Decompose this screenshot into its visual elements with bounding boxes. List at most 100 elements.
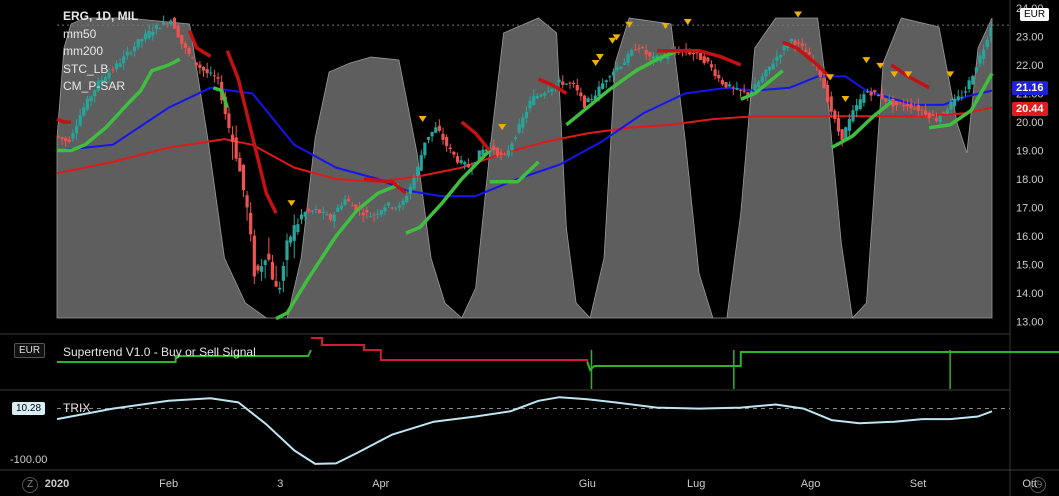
psar-up-line (405, 149, 491, 235)
candle-body (731, 87, 735, 89)
candle-body (397, 205, 402, 208)
supertrend-currency-badge[interactable]: EUR (14, 343, 46, 358)
candle-body (463, 162, 467, 165)
candle-body (949, 102, 953, 110)
candle-body (136, 39, 140, 48)
candle-body (503, 153, 507, 155)
candle-body (71, 133, 75, 139)
psar-down-line (657, 48, 742, 67)
candle-body (241, 164, 246, 191)
candle-body (448, 147, 452, 150)
candle-body (535, 95, 539, 99)
candle-body (575, 84, 579, 91)
clock-icon[interactable]: ◷ (1030, 477, 1046, 493)
candle-body (107, 72, 111, 79)
candle-body (365, 210, 369, 213)
candle-body (169, 20, 173, 25)
candle-body (140, 39, 144, 42)
trix-value-tag: 10.28 (12, 402, 46, 415)
candle-body (408, 186, 412, 194)
candle-body (85, 98, 90, 110)
candle-body (125, 51, 129, 56)
indicator-mm200[interactable]: mm200 (63, 44, 104, 58)
psar-up-line (928, 72, 994, 130)
x-tick-label: Set (910, 478, 927, 490)
trix-bottom-label: -100.00 (10, 454, 48, 466)
candle-body (379, 210, 383, 215)
stc-area (56, 17, 993, 319)
candle-body (884, 98, 888, 102)
currency-badge[interactable]: EUR (1020, 8, 1050, 21)
signal-marker-icon (418, 116, 427, 123)
candle-body (114, 63, 119, 70)
candle-body (818, 70, 822, 77)
candle-body (162, 21, 166, 26)
psar-down-line (782, 40, 833, 81)
candle-body (419, 155, 423, 171)
candle-body (590, 98, 594, 100)
candle-body (717, 74, 721, 79)
psar-up-line (830, 100, 893, 150)
y-tick-label: 13.00 (1016, 316, 1044, 328)
indicator-mm50[interactable]: mm50 (63, 26, 97, 41)
candle-body (916, 105, 920, 111)
indicator-psar[interactable]: CM_P-SAR (63, 79, 126, 93)
candle-body (343, 199, 347, 205)
y-tick-label: 17.00 (1016, 202, 1044, 214)
candle-body (423, 142, 427, 156)
candle-body (154, 24, 158, 29)
candle-body (822, 78, 826, 89)
candle-body (147, 30, 151, 39)
candle-body (289, 236, 293, 243)
candle-body (804, 50, 808, 52)
trix-label[interactable]: TRIX (63, 401, 91, 415)
candle-body (376, 213, 380, 215)
candle-body (336, 207, 340, 212)
candle-body (122, 56, 126, 64)
candle-body (82, 107, 86, 116)
candle-body (100, 79, 104, 83)
candle-body (234, 137, 238, 159)
candle-body (495, 147, 500, 156)
candle-body (902, 104, 906, 107)
candle-body (742, 90, 746, 92)
psar-up-line (740, 69, 784, 101)
signal-marker-icon (841, 95, 850, 102)
candle-body (314, 208, 318, 210)
candle-body (586, 98, 590, 103)
signal-marker-icon (904, 71, 913, 78)
chart-legend: ERG, 1D, MIL mm50 mm200 STC_LB CM_P-SAR (63, 8, 138, 96)
candle-body (796, 42, 801, 44)
candle-body (971, 75, 975, 85)
psar-down-line (56, 117, 71, 124)
signal-marker-icon (625, 21, 634, 28)
signal-marker-icon (595, 54, 604, 61)
mm50-price-tag: 21.16 (1012, 81, 1048, 95)
candle-body (532, 96, 536, 106)
candle-body (847, 118, 851, 131)
candle-body (401, 200, 405, 205)
candle-body (292, 225, 296, 241)
candle-body (630, 49, 634, 56)
signal-marker-icon (661, 22, 670, 29)
candle-body (89, 96, 93, 102)
supertrend-label[interactable]: Supertrend V1.0 - Buy or Sell Signal (63, 345, 256, 359)
psar-down-line (537, 77, 568, 95)
candle-body (321, 211, 325, 213)
candle-body (296, 224, 300, 233)
candle-body (539, 94, 543, 97)
candle-body (216, 77, 220, 79)
signal-marker-icon (498, 124, 507, 131)
candle-body (887, 99, 891, 101)
candle-body (528, 100, 532, 109)
supertrend-down-line (311, 337, 589, 362)
candle-body (858, 99, 862, 110)
candle-body (212, 75, 217, 77)
zoom-reset-icon[interactable]: Z (22, 477, 38, 493)
candle-body (129, 52, 133, 54)
candle-body (579, 92, 583, 97)
indicator-stc[interactable]: STC_LB (63, 61, 109, 76)
signal-marker-icon (862, 57, 871, 64)
candle-body (263, 260, 267, 265)
